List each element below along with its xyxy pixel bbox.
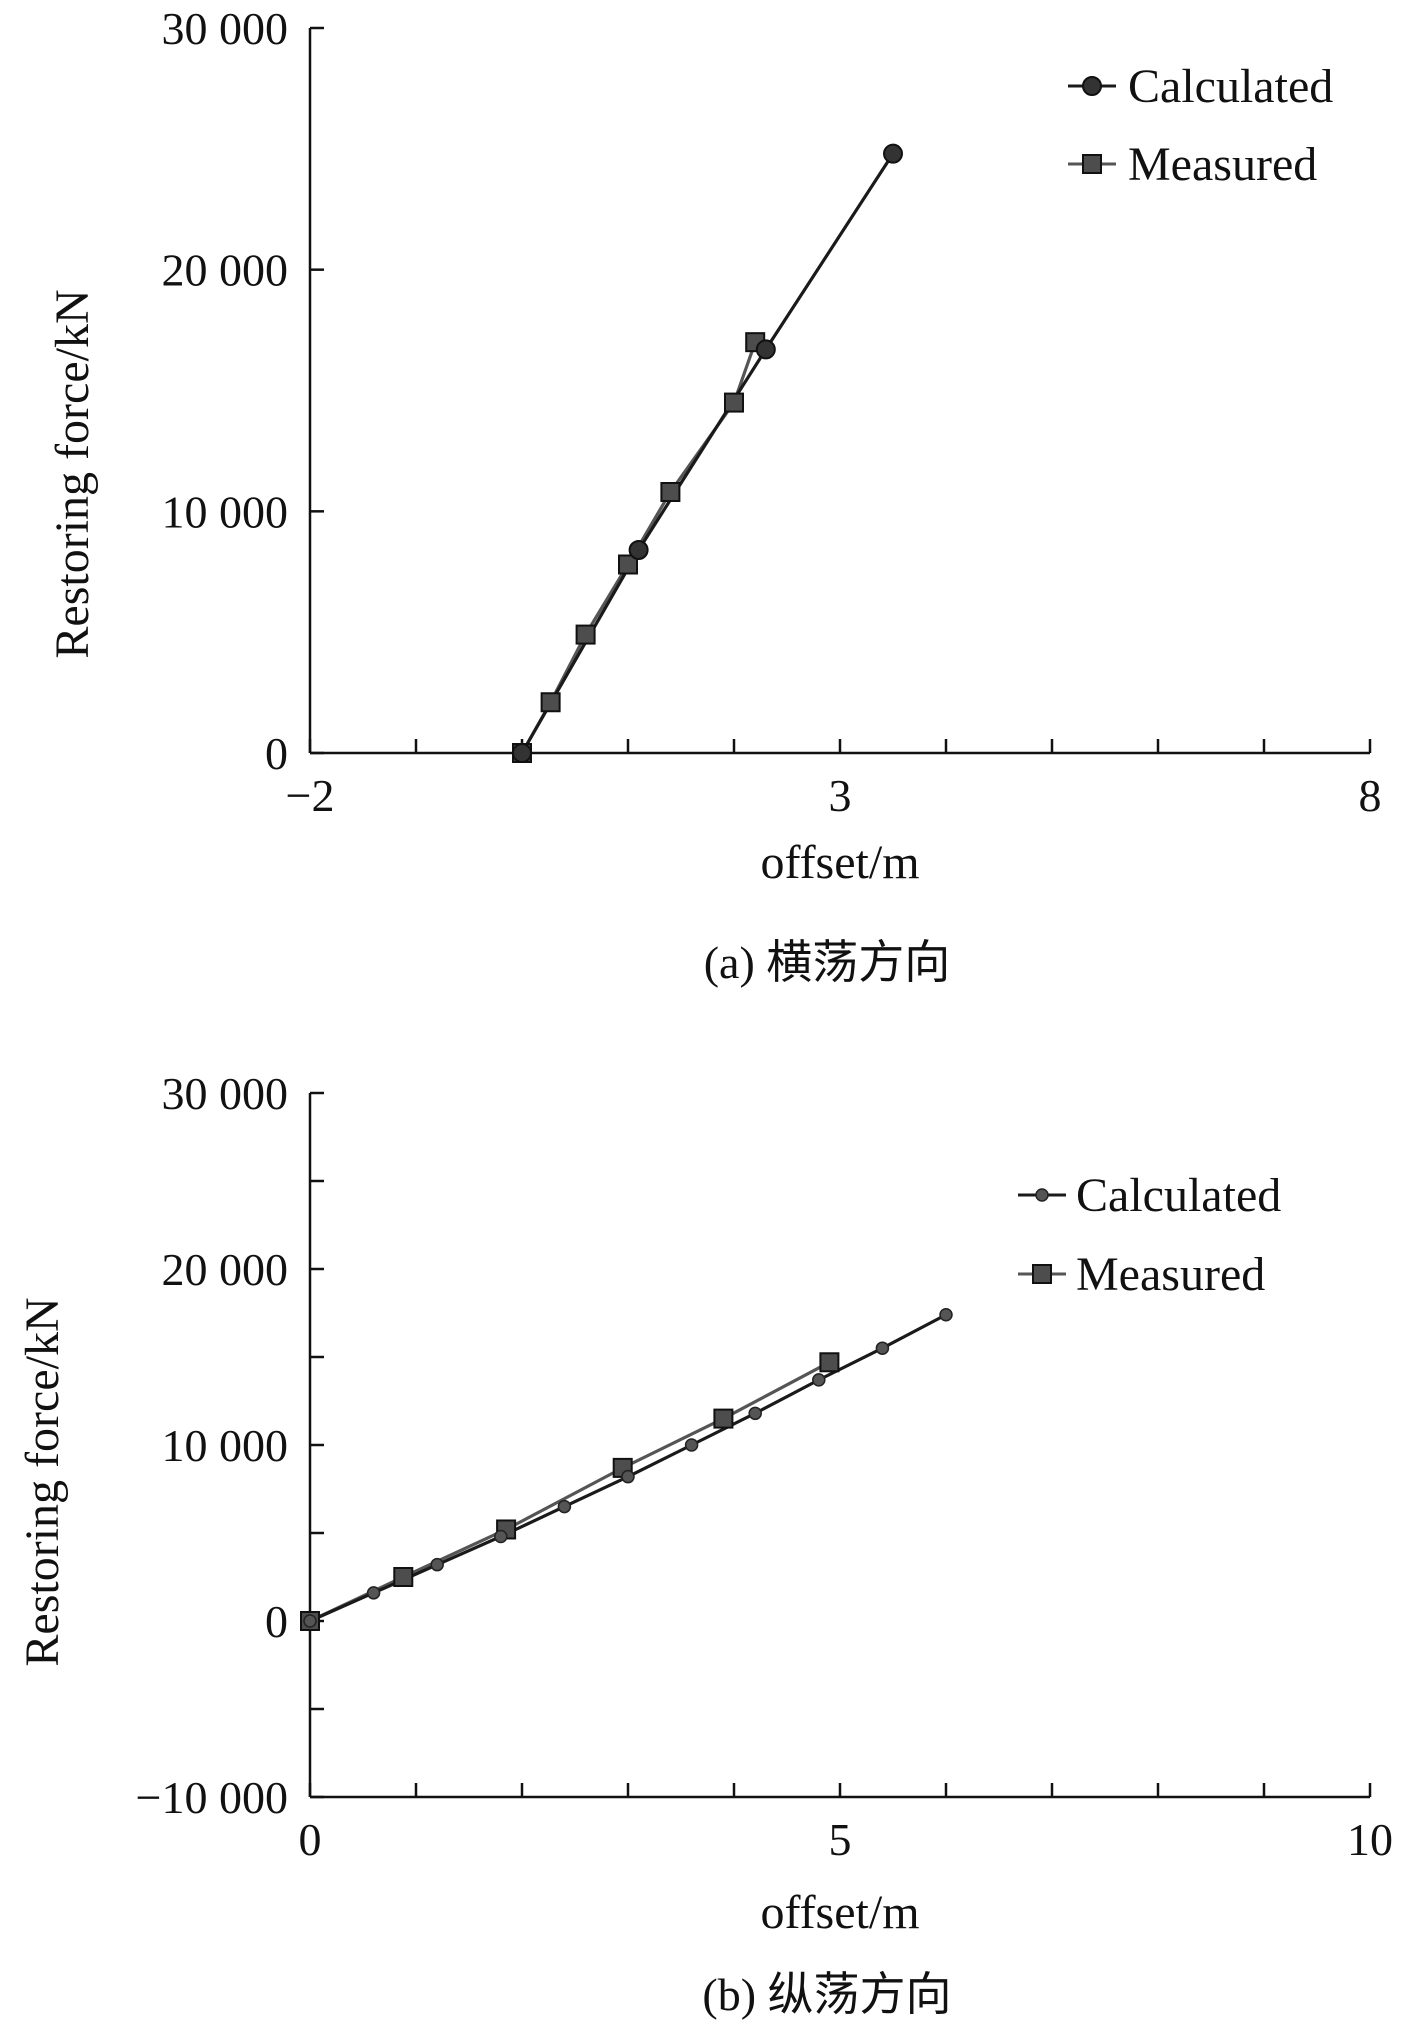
panel-a-series-measured-point [618,554,638,575]
panel-b-series-measured-line [309,1360,831,1623]
panel-b-series-calculated-point [430,1557,444,1572]
panel-a-caption: (a) 横荡方向 [704,937,951,988]
panel-a-x-tick-label: 8 [1359,770,1382,821]
panel-b-legend-measured-marker [1032,1264,1052,1284]
panel-a-plot-layer: −2 3 8 0 10 000 20 000 30 000 [162,3,1382,821]
panel-a-legend-measured-label: Measured [1128,138,1317,191]
panel-a-series-measured-point [724,392,744,413]
panel-b-legend-calculated-marker [1035,1188,1049,1202]
panel-b-y-tick-label: 10 000 [162,1420,289,1471]
panel-a-legend-calculated-label: Calculated [1128,60,1333,113]
panel-b-series-calculated-point [557,1499,572,1514]
panel-a-series-calculated-point [512,743,532,763]
panel-b-y-tick-label: 20 000 [162,1244,289,1295]
panel-a-series-calculated-point [755,339,776,360]
panel-a-legend-measured-marker [1082,154,1102,174]
panel-b-y-tick-label: 0 [265,1596,288,1647]
panel-b-series-calculated-point [939,1308,953,1322]
panel-a-legend-item-measured: Measured [1068,138,1317,191]
panel-b-series-calculated-point [303,1614,317,1628]
panel-a-series-measured-point [540,692,561,713]
panel-b-series-calculated-point [684,1438,699,1452]
panel-b-series-calculated-point [875,1341,890,1355]
panel-b-x-tick-label: 5 [829,1814,852,1865]
panel-b-caption: (b) 纵荡方向 [702,1969,951,2020]
panel-a-y-tick-label: 30 000 [162,3,289,54]
panel-a-series-calculated-point [883,143,903,164]
panel-a-x-tick-label: −2 [286,770,335,821]
panel-b-series-calculated-point [494,1529,508,1544]
panel-a-x-axis-title: offset/m [760,836,919,889]
panel-a-series-measured-point [660,482,681,502]
panel-b-x-tick-label: 0 [299,1814,322,1865]
panel-b-series-calculated-point [366,1586,381,1600]
panel-b-legend: Calculated Measured [1018,1169,1281,1301]
panel-a-legend-calculated-marker [1082,76,1102,96]
panel-b-series-measured-point [713,1408,734,1429]
panel-b-y-axis-title: Restoring force/kN [16,1297,69,1666]
panel-b-y-tick-label: 30 000 [162,1068,289,1119]
panel-a-x-tick-label: 3 [829,770,852,821]
panel-a-lateral: −2 3 8 0 10 000 20 000 30 000 Calculated Measu… [46,3,1382,988]
panel-b-legend-measured-label: Measured [1076,1248,1265,1301]
panel-b-y-tick-label: −10 000 [136,1772,288,1823]
panel-b-series-calculated-point [812,1373,826,1387]
panel-a-y-tick-label: 20 000 [162,245,289,296]
panel-a-y-tick-label: 0 [265,728,288,779]
panel-b-x-tick-label: 10 [1347,1814,1393,1865]
panel-a-legend-item-calculated: Calculated [1068,60,1333,113]
panel-b-legend-calculated-label: Calculated [1076,1169,1281,1222]
panel-a-series-calculated-point [628,540,649,560]
panel-b-x-axis-title: offset/m [760,1886,919,1939]
panel-a-series-measured-point [575,624,596,645]
panel-b-series-calculated-point [621,1469,635,1484]
panel-a-y-axis-title: Restoring force/kN [46,289,99,658]
panel-b-series-measured-point [393,1567,414,1587]
panel-a-series-calculated-line [520,152,895,754]
panel-a-y-tick-label: 10 000 [162,486,289,537]
panel-b-series-measured-point [819,1352,840,1373]
panel-a-legend: Calculated Measured [1068,60,1333,191]
panel-b-series-calculated-point [748,1406,762,1421]
